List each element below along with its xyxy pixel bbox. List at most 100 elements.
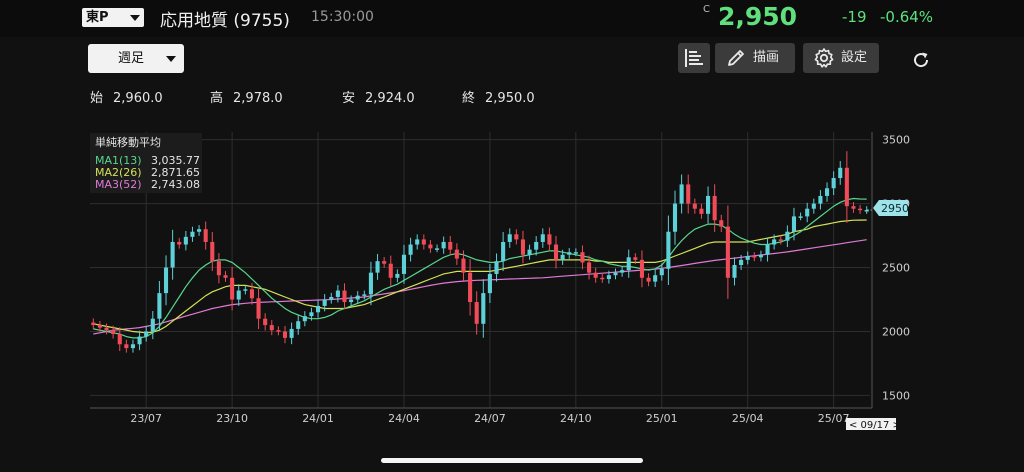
- current-price: 2,950: [718, 2, 798, 31]
- candle-body: [230, 277, 235, 300]
- candle-body: [342, 290, 347, 303]
- legend-box: [90, 133, 202, 193]
- candle: [183, 230, 188, 251]
- candle: [732, 257, 737, 286]
- candle: [758, 250, 763, 262]
- candle: [249, 282, 254, 305]
- header-bar: [0, 0, 1024, 37]
- candle: [454, 243, 459, 265]
- candle-body: [289, 328, 294, 338]
- candle: [864, 206, 869, 214]
- candle: [163, 255, 169, 306]
- candle-body: [223, 275, 228, 278]
- x-tick-label: 24/10: [560, 412, 592, 425]
- candle: [415, 234, 420, 250]
- candle: [434, 244, 440, 253]
- price-change-percent: -0.64%: [880, 8, 934, 26]
- candle: [263, 313, 268, 331]
- candle-body: [659, 268, 664, 276]
- candle: [177, 237, 182, 249]
- last-price-tag: [873, 200, 908, 216]
- home-indicator: [381, 458, 643, 463]
- refresh-icon[interactable]: [910, 49, 932, 71]
- candle: [223, 271, 228, 282]
- candle: [580, 245, 585, 270]
- candle: [540, 228, 545, 248]
- candle-body: [772, 239, 777, 245]
- candle-body: [415, 239, 420, 245]
- candle-body: [613, 272, 618, 276]
- candle-body: [117, 334, 122, 345]
- period-dropdown[interactable]: 週足: [88, 44, 184, 73]
- candle-body: [375, 261, 380, 273]
- candle: [243, 285, 248, 295]
- candle: [587, 255, 592, 280]
- candle: [626, 249, 631, 278]
- candle: [448, 236, 453, 256]
- close-key: 終: [462, 91, 476, 106]
- candle: [752, 252, 757, 262]
- candle: [706, 186, 711, 224]
- candle: [772, 234, 777, 250]
- candle: [699, 203, 704, 219]
- chevron-down-icon: [166, 56, 176, 62]
- candle: [811, 198, 816, 214]
- candle: [461, 250, 466, 281]
- x-tick-label: 23/07: [130, 412, 162, 425]
- candle-body: [382, 261, 387, 264]
- candle-body: [811, 203, 816, 209]
- candle: [719, 214, 724, 233]
- candle: [282, 326, 288, 344]
- candle: [805, 202, 810, 223]
- candle-body: [600, 277, 605, 280]
- period-label: 週足: [118, 51, 145, 66]
- exchange-dropdown[interactable]: 東P: [82, 8, 144, 27]
- candle-body: [441, 241, 446, 249]
- candle-body: [639, 259, 644, 278]
- draw-button[interactable]: 描画: [715, 43, 795, 73]
- candle: [230, 266, 235, 311]
- candle: [474, 291, 479, 335]
- low-value: 2,924.0: [365, 91, 415, 106]
- ma1-line: [93, 197, 867, 339]
- candle: [553, 235, 559, 269]
- date-badge-box[interactable]: [846, 418, 896, 430]
- list-view-button[interactable]: [678, 43, 710, 73]
- candle-body: [309, 312, 314, 317]
- candle: [573, 248, 578, 257]
- legend-title: 単純移動平均: [95, 135, 161, 149]
- candle: [745, 251, 750, 265]
- candle: [527, 244, 532, 260]
- candle-body: [157, 293, 162, 319]
- candle: [593, 267, 598, 283]
- settings-button[interactable]: 設定: [803, 43, 879, 73]
- candle-body: [805, 208, 810, 217]
- candle-body: [468, 272, 473, 303]
- x-tick-label: 24/07: [474, 412, 506, 425]
- candle: [197, 225, 202, 236]
- candle-body: [560, 254, 565, 260]
- candle: [362, 290, 367, 300]
- candle-body: [851, 206, 856, 209]
- gear-icon: [814, 48, 834, 68]
- candle: [316, 300, 321, 318]
- candle-body: [831, 178, 836, 189]
- candle: [322, 294, 327, 312]
- candle-body: [236, 290, 241, 300]
- candle: [520, 230, 526, 264]
- candle: [401, 244, 407, 284]
- list-icon: [685, 49, 703, 67]
- candle: [296, 315, 301, 335]
- candle: [342, 283, 347, 310]
- candle-body: [501, 241, 506, 262]
- candle-body: [692, 203, 697, 209]
- candle: [428, 239, 433, 253]
- x-tick-label: 24/01: [302, 412, 334, 425]
- draw-label: 描画: [753, 50, 780, 65]
- legend-ma2-name: MA2(26): [95, 166, 142, 179]
- candle: [144, 326, 149, 342]
- candle: [276, 326, 281, 336]
- y-tick-label: 2500: [882, 262, 910, 275]
- candle-body: [296, 321, 301, 329]
